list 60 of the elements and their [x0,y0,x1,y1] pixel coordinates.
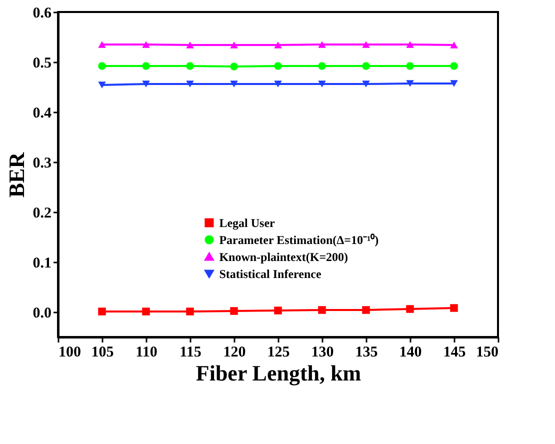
y-tick-label: 0.2 [32,206,52,222]
x-tick-label: 120 [223,344,246,360]
point [450,80,458,87]
x-tick-label: 150 [476,344,498,360]
point [230,307,238,315]
point [98,82,106,88]
x-tick-label: 130 [311,344,334,360]
point [186,308,194,316]
point [186,42,194,48]
point [450,304,458,312]
point [406,305,414,313]
x-tick-label: 100 [58,344,81,360]
x-tick-label: 105 [91,344,114,360]
point [362,41,370,48]
y-axis-title: BER [4,151,29,198]
y-tick-label: 0.0 [32,306,52,322]
point [318,306,326,314]
x-tick-label: 145 [443,344,466,360]
legend-label: Known-plaintext(K=200) [219,250,348,264]
y-tick-label: 0.5 [32,56,52,72]
x-tick-label: 110 [136,344,158,360]
point [186,62,194,70]
point [230,42,238,48]
legend-label: Parameter Estimation(Δ=10⁻¹⁰) [219,232,379,247]
x-tick-label: 115 [180,344,202,360]
point [274,306,282,314]
x-tick-label: 125 [267,344,290,360]
point [318,41,326,48]
point [274,42,282,48]
y-tick-label: 0.1 [32,256,52,272]
x-axis-title: Fiber Length, km [196,360,362,386]
point [406,41,414,48]
y-tick-label: 0.4 [32,106,52,122]
point [318,80,326,88]
point [142,308,150,316]
point [362,306,370,314]
y-tick-label: 0.3 [32,156,52,172]
point [142,41,150,48]
point [230,62,238,70]
point [450,62,458,70]
point [142,62,150,70]
point [362,80,370,88]
point [98,41,106,48]
point [362,62,370,70]
point [230,80,238,88]
legend-label: Statistical Inference [219,266,322,281]
point [406,62,414,70]
y-tick-label: 0.6 [32,6,52,22]
point [274,62,282,70]
legend-label: Legal User [219,216,276,230]
point [142,80,150,88]
point [98,62,106,70]
point [98,308,106,316]
point [450,42,458,48]
x-tick-label: 135 [355,344,378,360]
point [186,80,194,88]
point [274,80,282,88]
point [406,80,414,87]
point [318,62,326,70]
x-tick-label: 140 [399,344,422,360]
